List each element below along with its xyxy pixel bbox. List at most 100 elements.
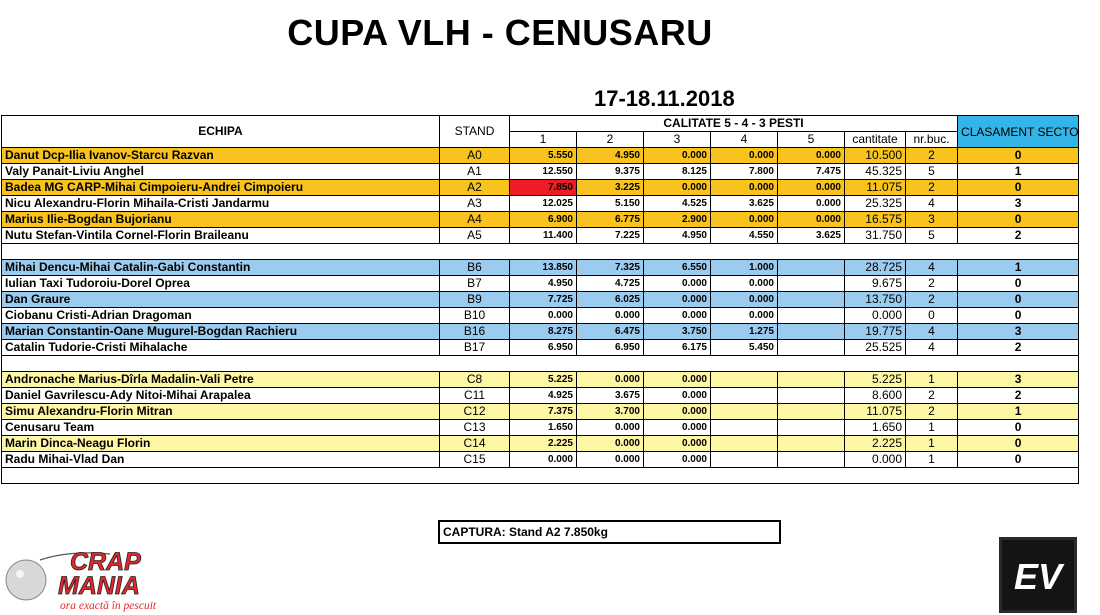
team-name: Ciobanu Cristi-Adrian Dragoman <box>1 307 440 324</box>
catch-weight-1: 0.000 <box>509 307 577 324</box>
header-calitate: CALITATE 5 - 4 - 3 PESTI <box>508 115 959 132</box>
clasament-sector: 0 <box>957 179 1080 196</box>
catch-weight-4: 0.000 <box>710 275 778 292</box>
catch-weight-2: 3.225 <box>576 179 644 196</box>
page-title: CUPA VLH - CENUSARU <box>287 12 713 53</box>
header-col-4: 4 <box>710 131 778 148</box>
clasament-sector: 0 <box>957 211 1080 228</box>
stand-code: A0 <box>439 147 510 164</box>
catch-weight-4: 5.450 <box>710 339 778 356</box>
table-row: Ciobanu Cristi-Adrian Dragoman B10 0.000 0.… <box>1 307 1080 324</box>
catch-weight-3: 0.000 <box>643 403 711 420</box>
clasament-sector: 0 <box>957 435 1080 452</box>
catch-weight-5 <box>777 387 845 404</box>
total-cantitate: 45.325 <box>844 163 906 180</box>
total-cantitate: 31.750 <box>844 227 906 244</box>
table-row: Nicu Alexandru-Florin Mihaila-Cristi Jan… <box>1 195 1080 212</box>
header-col-3: 3 <box>643 131 711 148</box>
catch-weight-4 <box>710 371 778 388</box>
stand-code: A2 <box>439 179 510 196</box>
catch-weight-1: 4.925 <box>509 387 577 404</box>
catch-weight-1: 5.225 <box>509 371 577 388</box>
table-row: Cenusaru Team C13 1.650 0.000 0.000 1.650 1 0 <box>1 419 1080 436</box>
catch-weight-1: 7.850 <box>509 179 577 196</box>
catch-weight-4 <box>710 403 778 420</box>
team-name: Iulian Taxi Tudoroiu-Dorel Oprea <box>1 275 440 292</box>
total-cantitate: 9.675 <box>844 275 906 292</box>
catch-weight-3: 0.000 <box>643 371 711 388</box>
team-name: Andronache Marius-Dîrla Madalin-Vali Pet… <box>1 371 440 388</box>
crap-mania-logo: CRAP MANIA ora exactă în pescuit <box>5 548 157 612</box>
catch-weight-1: 13.850 <box>509 259 577 276</box>
nr-buc: 1 <box>904 371 959 388</box>
ev-logo: EV <box>999 537 1077 613</box>
nr-buc: 4 <box>904 259 959 276</box>
clasament-sector: 3 <box>957 195 1080 212</box>
header-row: ECHIPA STAND CALITATE 5 - 4 - 3 PESTI CL… <box>1 115 1080 148</box>
catch-weight-5 <box>777 259 845 276</box>
table-row: Danut Dcp-Ilia Ivanov-Starcu Razvan A0 5.5… <box>1 147 1080 164</box>
clasament-sector: 2 <box>957 339 1080 356</box>
team-name: Cenusaru Team <box>1 419 440 436</box>
catch-weight-5: 0.000 <box>777 147 845 164</box>
catch-weight-4: 7.800 <box>710 163 778 180</box>
total-cantitate: 8.600 <box>844 387 906 404</box>
team-name: Marian Constantin-Oane Mugurel-Bogdan Ra… <box>1 323 440 340</box>
total-cantitate: 13.750 <box>844 291 906 308</box>
catch-weight-5: 7.475 <box>777 163 845 180</box>
stand-code: C12 <box>439 403 510 420</box>
catch-weight-4: 0.000 <box>710 147 778 164</box>
stand-code: B16 <box>439 323 510 340</box>
event-date: 17-18.11.2018 <box>594 86 735 111</box>
catch-weight-3: 0.000 <box>643 275 711 292</box>
catch-weight-3: 4.950 <box>643 227 711 244</box>
catch-weight-5: 0.000 <box>777 211 845 228</box>
catch-weight-4 <box>710 387 778 404</box>
catch-weight-2: 0.000 <box>576 419 644 436</box>
catch-weight-1: 7.725 <box>509 291 577 308</box>
clasament-sector: 0 <box>957 419 1080 436</box>
catch-weight-3: 0.000 <box>643 307 711 324</box>
svg-text:MANIA: MANIA <box>58 572 140 600</box>
clasament-sector: 0 <box>957 451 1080 468</box>
table-row: Nutu Stefan-Vintila Cornel-Florin Braile… <box>1 227 1080 244</box>
catch-weight-5 <box>777 307 845 324</box>
catch-weight-4: 0.000 <box>710 307 778 324</box>
catch-weight-2: 9.375 <box>576 163 644 180</box>
clasament-sector: 2 <box>957 227 1080 244</box>
team-name: Radu Mihai-Vlad Dan <box>1 451 440 468</box>
clasament-sector: 1 <box>957 259 1080 276</box>
table-row: Catalin Tudorie-Cristi Mihalache B17 6.950… <box>1 339 1080 356</box>
header-col-5: 5 <box>777 131 845 148</box>
catch-weight-1: 8.275 <box>509 323 577 340</box>
header-clasament: CLASAMENT SECTOR <box>957 115 1080 148</box>
clasament-sector: 1 <box>957 403 1080 420</box>
catch-weight-1: 7.375 <box>509 403 577 420</box>
total-cantitate: 25.525 <box>844 339 906 356</box>
total-cantitate: 16.575 <box>844 211 906 228</box>
catch-weight-3: 0.000 <box>643 435 711 452</box>
catch-weight-4: 3.625 <box>710 195 778 212</box>
catch-weight-2: 5.150 <box>576 195 644 212</box>
catch-weight-2: 3.700 <box>576 403 644 420</box>
table-row: Marius Ilie-Bogdan Bujorianu A4 6.900 6.775… <box>1 211 1080 228</box>
catch-weight-2: 7.225 <box>576 227 644 244</box>
spacer-cell <box>0 243 1080 260</box>
nr-buc: 3 <box>904 211 959 228</box>
catch-weight-3: 6.175 <box>643 339 711 356</box>
results-table: ECHIPA STAND CALITATE 5 - 4 - 3 PESTI CL… <box>0 115 1080 484</box>
catch-weight-4: 4.550 <box>710 227 778 244</box>
catch-weight-5 <box>777 419 845 436</box>
catch-weight-5: 0.000 <box>777 179 845 196</box>
stand-code: A3 <box>439 195 510 212</box>
nr-buc: 2 <box>904 179 959 196</box>
spacer-cell <box>0 355 1080 372</box>
catch-weight-3: 3.750 <box>643 323 711 340</box>
captura-box: CAPTURA: Stand A2 7.850kg <box>438 520 781 544</box>
total-cantitate: 28.725 <box>844 259 906 276</box>
catch-weight-3: 6.550 <box>643 259 711 276</box>
catch-weight-2: 7.325 <box>576 259 644 276</box>
stand-code: B7 <box>439 275 510 292</box>
team-name: Nicu Alexandru-Florin Mihaila-Cristi Jan… <box>1 195 440 212</box>
team-name: Badea MG CARP-Mihai Cimpoieru-Andrei Cim… <box>1 179 440 196</box>
